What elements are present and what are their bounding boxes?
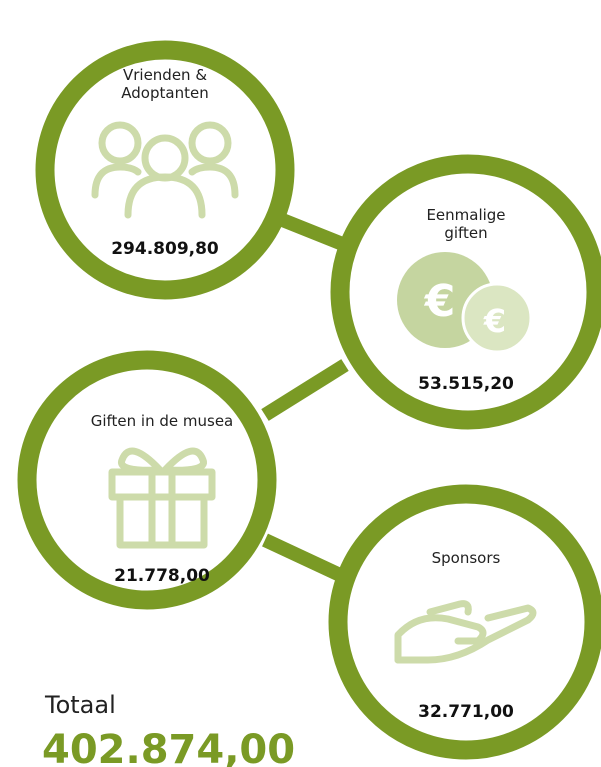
node-amount: 21.778,00 bbox=[114, 566, 210, 586]
node-label: Sponsors bbox=[432, 549, 501, 567]
hand-icon bbox=[394, 600, 537, 664]
rings bbox=[17, 40, 601, 760]
people-icon bbox=[91, 121, 239, 219]
node-label: Giften in de musea bbox=[91, 412, 234, 430]
node-amount: 294.809,80 bbox=[111, 239, 219, 259]
total-label: Totaal bbox=[44, 691, 116, 719]
euro-icon: € € bbox=[397, 252, 533, 354]
svg-text:€: € bbox=[483, 302, 506, 340]
node-label: Eenmalige bbox=[426, 206, 505, 224]
texts: Vrienden &Adoptanten 294.809,80 Eenmaligeg… bbox=[91, 66, 514, 722]
connector bbox=[262, 533, 343, 582]
ring bbox=[17, 350, 277, 610]
node-label: giften bbox=[444, 224, 487, 242]
node-amount: 53.515,20 bbox=[418, 374, 514, 394]
ring bbox=[35, 40, 295, 300]
node-label: Vrienden & bbox=[123, 66, 207, 84]
node-label: Adoptanten bbox=[121, 84, 208, 102]
total-value: 402.874,00 bbox=[42, 727, 295, 767]
svg-text:€: € bbox=[424, 276, 456, 327]
gift-icon bbox=[108, 447, 216, 549]
node-amount: 32.771,00 bbox=[418, 702, 514, 722]
connector bbox=[261, 359, 349, 421]
